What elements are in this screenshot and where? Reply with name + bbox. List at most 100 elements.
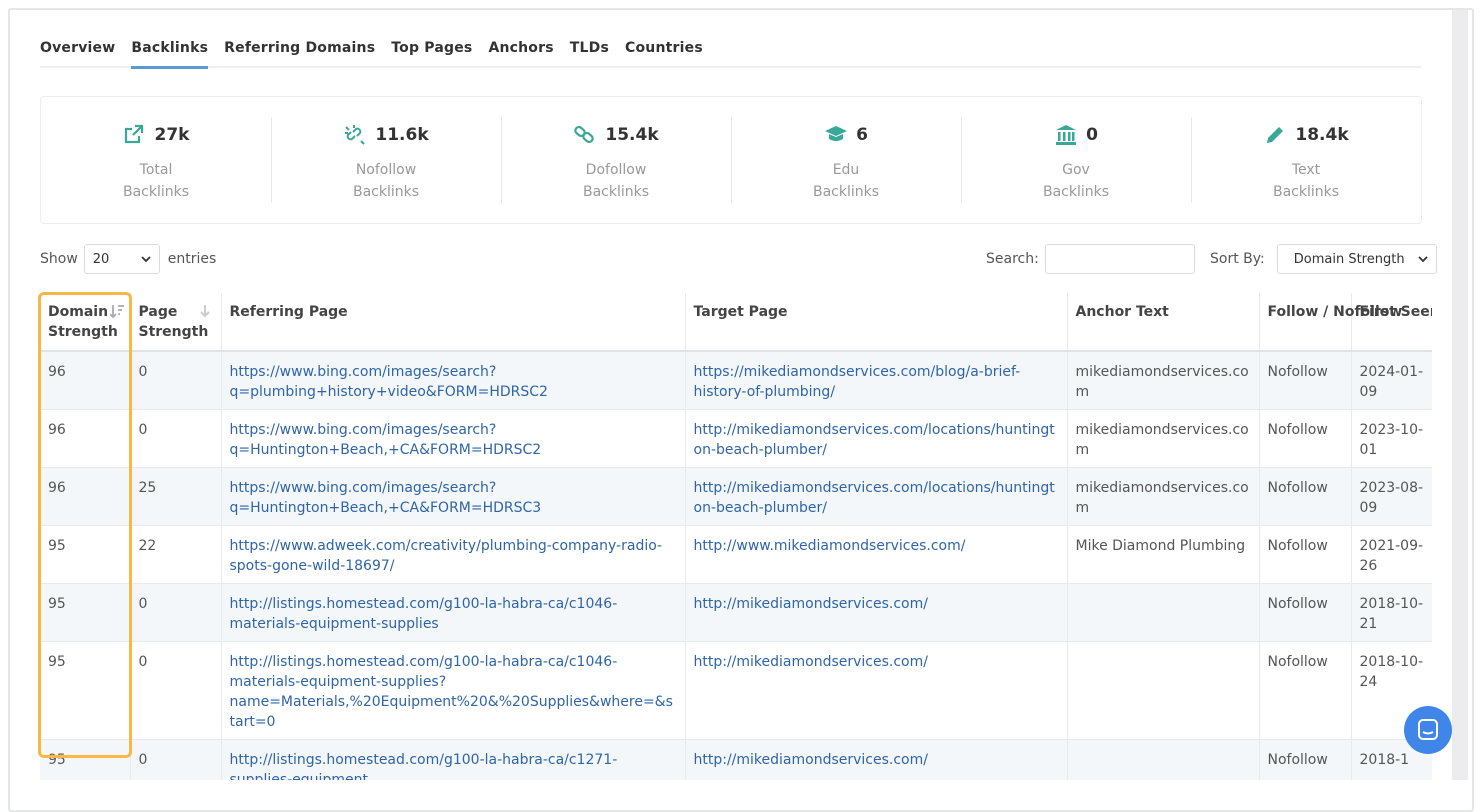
table-row: 95 0 http://listings.homestead.com/g100-la…: [40, 583, 1432, 642]
cell-text: Mike Diamond Plumbing: [1075, 538, 1246, 554]
table-wrap: Domain Strength Page Strength Referring Pa…: [40, 293, 1432, 780]
cell-text: Nofollow: [1267, 364, 1328, 380]
table-cell: 0: [130, 583, 222, 642]
link[interactable]: http://mikediamondservices.com/: [693, 752, 928, 768]
table-cell: http://mikediamondservices.com/: [685, 739, 1068, 780]
search-input[interactable]: [1044, 244, 1195, 274]
table-cell: 2021-09-26: [1351, 525, 1432, 584]
sort-icon[interactable]: [198, 304, 212, 320]
column-header[interactable]: Referring Page: [221, 293, 686, 352]
link[interactable]: http://mikediamondservices.com/locations…: [693, 422, 1055, 458]
tab[interactable]: TLDs: [569, 40, 609, 56]
table-cell: 2024-01-09: [1351, 351, 1432, 410]
column-header[interactable]: Domain Strength: [40, 293, 131, 352]
link[interactable]: http://listings.homestead.com/g100-la-ha…: [229, 654, 673, 730]
table-cell: Nofollow: [1259, 525, 1352, 584]
stat-value: 15.4k: [605, 125, 659, 145]
tab[interactable]: Anchors: [488, 40, 554, 56]
cell-text: Nofollow: [1267, 422, 1328, 438]
sort-icon[interactable]: [109, 304, 124, 320]
cell-text: 96: [48, 422, 66, 438]
tab[interactable]: Top Pages: [391, 40, 473, 56]
cell-text: 2024-01-09: [1359, 364, 1424, 400]
cell-text: 96: [48, 480, 66, 496]
link[interactable]: http://listings.homestead.com/g100-la-ha…: [229, 752, 618, 780]
link[interactable]: https://mikediamondservices.com/blog/a-b…: [693, 364, 1021, 400]
table-cell: Nofollow: [1259, 409, 1352, 468]
stat-label: Edu Backlinks: [812, 162, 880, 200]
stat: 6 Edu Backlinks: [731, 97, 961, 223]
table-row: 96 0 https://www.bing.com/images/search?q=…: [40, 351, 1432, 410]
scrollbar[interactable]: [1452, 10, 1468, 780]
stat-label: Dofollow Backlinks: [582, 162, 650, 200]
tabs: Overview Backlinks Referring Domains Top Pa…: [40, 36, 1421, 69]
cell-text: 0: [138, 422, 148, 438]
cell-text: mikediamondservices.com: [1075, 422, 1249, 458]
cell-text: Nofollow: [1267, 752, 1328, 768]
column-header[interactable]: Follow / Nofollow: [1259, 293, 1402, 352]
stat-value: 0: [1086, 125, 1098, 145]
cell-text: 2023-08-09: [1359, 480, 1424, 516]
table-cell: 95: [40, 641, 131, 740]
stat-value: 11.6k: [375, 125, 429, 145]
table-cell: 0: [130, 409, 222, 468]
table-row: 95 0 http://listings.homestead.com/g100-la…: [40, 739, 1432, 780]
column-header[interactable]: First Seen: [1351, 293, 1432, 352]
link[interactable]: https://www.bing.com/images/search?q=Hun…: [229, 422, 542, 458]
table-cell: http://listings.homestead.com/g100-la-ha…: [221, 583, 686, 642]
link[interactable]: http://mikediamondservices.com/: [693, 596, 928, 612]
cell-text: 25: [138, 480, 157, 496]
cell-text: 2023-10-01: [1359, 422, 1424, 458]
stat-icon: [825, 126, 848, 141]
cell-text: mikediamondservices.com: [1075, 364, 1249, 400]
tab[interactable]: Referring Domains: [224, 40, 376, 56]
table-cell: Nofollow: [1259, 467, 1352, 526]
stat-label: Gov Backlinks: [1042, 162, 1110, 200]
column-title: Anchor Text: [1075, 304, 1169, 320]
value: 20: [92, 251, 110, 267]
tab[interactable]: Backlinks: [131, 36, 209, 69]
table-cell: https://mikediamondservices.com/blog/a-b…: [685, 351, 1068, 410]
cell-text: Nofollow: [1267, 480, 1328, 496]
table-cell: 96: [40, 409, 131, 468]
table-cell: https://www.bing.com/images/search?q=Hun…: [221, 467, 686, 526]
cell-text: 0: [138, 364, 148, 380]
cell-text: 0: [138, 654, 148, 670]
table-cell: Nofollow: [1259, 641, 1352, 740]
link[interactable]: https://www.bing.com/images/search?q=Hun…: [229, 480, 542, 516]
table-row: 96 0 https://www.bing.com/images/search?q=…: [40, 409, 1432, 468]
tab[interactable]: Overview: [40, 40, 116, 56]
chat-button[interactable]: [1404, 706, 1452, 754]
stat-label: Total Backlinks: [122, 162, 190, 200]
table-cell: http://mikediamondservices.com/: [685, 641, 1068, 740]
header-row: Domain Strength Page Strength Referring Pa…: [40, 293, 1432, 352]
stat: 15.4k Dofollow Backlinks: [501, 97, 731, 223]
stat-value: 27k: [154, 125, 190, 145]
sort-select[interactable]: Domain Strength: [1276, 244, 1437, 274]
column-header[interactable]: Anchor Text: [1067, 293, 1260, 352]
table-cell: Nofollow: [1259, 583, 1352, 642]
table-cell: 2018-10-21: [1351, 583, 1432, 642]
tab[interactable]: Countries: [625, 40, 703, 56]
table-cell: http://listings.homestead.com/g100-la-ha…: [221, 739, 686, 780]
table-cell: mikediamondservices.com: [1067, 467, 1260, 526]
column-header[interactable]: Page Strength: [130, 293, 222, 352]
link[interactable]: http://mikediamondservices.com/locations…: [693, 480, 1055, 516]
label: Sort By:: [1210, 251, 1265, 267]
stat-value: 6: [856, 125, 868, 145]
column-header[interactable]: Target Page: [685, 293, 1068, 352]
table-cell: mikediamondservices.com: [1067, 409, 1260, 468]
label: Show: [40, 251, 78, 267]
show-entries: Show 20 entries: [40, 244, 216, 274]
cell-text: 95: [48, 654, 66, 670]
link[interactable]: http://www.mikediamondservices.com/: [693, 538, 966, 554]
link[interactable]: http://mikediamondservices.com/: [693, 654, 928, 670]
entries-select[interactable]: 20: [83, 244, 160, 274]
link[interactable]: https://www.bing.com/images/search?q=plu…: [229, 364, 548, 400]
stat: 18.4k Text Backlinks: [1191, 97, 1421, 223]
table-cell: http://www.mikediamondservices.com/: [685, 525, 1068, 584]
link[interactable]: https://www.adweek.com/creativity/plumbi…: [229, 538, 663, 574]
table-cell: http://mikediamondservices.com/locations…: [685, 409, 1068, 468]
cell-text: 2018-10-24: [1359, 654, 1424, 690]
link[interactable]: http://listings.homestead.com/g100-la-ha…: [229, 596, 618, 632]
